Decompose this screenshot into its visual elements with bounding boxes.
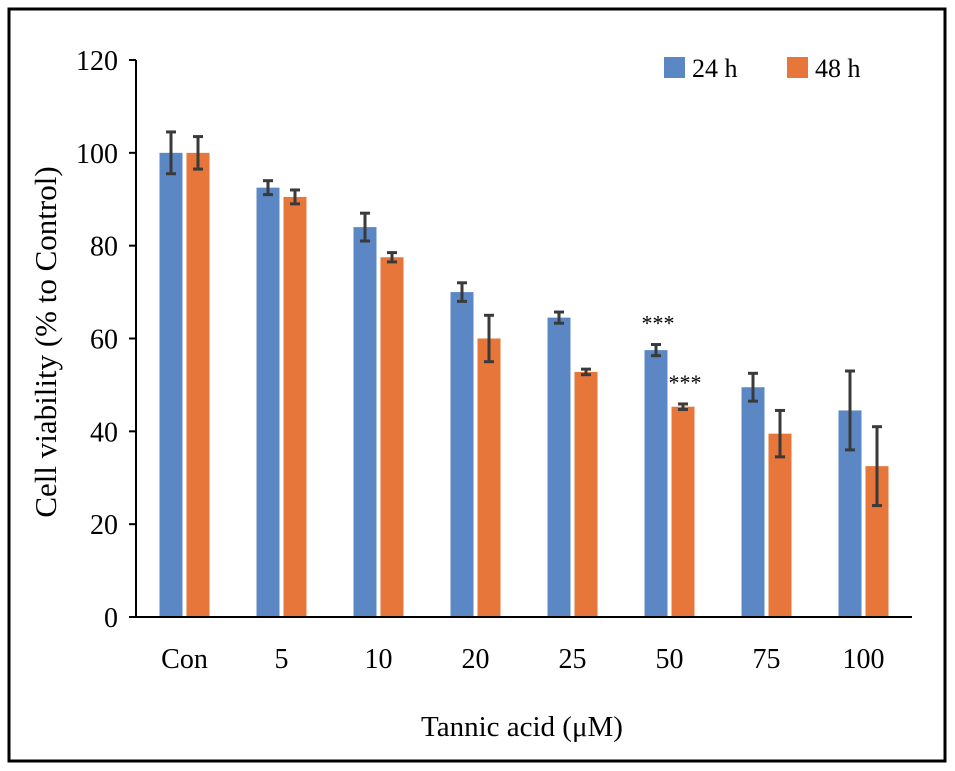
legend-swatch-48h — [787, 57, 808, 78]
bar-48h-5 — [283, 196, 307, 617]
y-axis-title: Cell viability (% to Control) — [28, 166, 63, 517]
bar-24h-100 — [838, 410, 862, 617]
y-tick-label: 120 — [76, 46, 118, 77]
x-axis-title: Tannic acid (μM) — [421, 711, 623, 743]
legend-label-24h: 24 h — [692, 54, 738, 83]
bar-24h-25 — [547, 317, 571, 617]
y-ticks: 0 20 40 60 80 100 120 — [76, 46, 136, 634]
bars-layer — [159, 152, 889, 618]
x-ticks: Con 5 10 20 25 50 75 100 — [161, 644, 884, 675]
bar-48h-20 — [477, 338, 501, 617]
x-tick-label: Con — [161, 644, 208, 675]
bar-24h-5 — [256, 187, 280, 618]
legend-swatch-24h — [664, 57, 685, 78]
bar-48h-25 — [574, 371, 598, 617]
significance-marker: *** — [642, 311, 675, 336]
error-bars-layer — [166, 130, 882, 508]
bar-24h-20 — [450, 292, 474, 617]
bar-24h-50 — [644, 350, 668, 617]
bar-24h-75 — [741, 387, 765, 617]
x-tick-label: 10 — [365, 644, 393, 675]
y-tick-label: 0 — [104, 603, 118, 634]
bar-48h-100 — [865, 466, 889, 617]
x-tick-label: 20 — [462, 644, 490, 675]
x-tick-label: 5 — [275, 644, 289, 675]
y-tick-label: 80 — [90, 232, 118, 263]
legend-label-48h: 48 h — [815, 54, 861, 83]
annotations: *** *** — [642, 311, 702, 395]
bar-48h-10 — [380, 257, 404, 617]
y-tick-label: 60 — [90, 325, 118, 356]
x-tick-label: 25 — [559, 644, 587, 675]
x-tick-label: 75 — [753, 644, 781, 675]
x-tick-label: 100 — [843, 644, 885, 675]
y-tick-label: 20 — [90, 510, 118, 541]
bar-48h-50 — [671, 406, 695, 617]
bar-48h-con — [186, 152, 210, 618]
bar-24h-con — [159, 152, 183, 618]
y-tick-label: 100 — [76, 139, 118, 170]
legend: 24 h 48 h — [664, 54, 861, 83]
bar-24h-10 — [353, 227, 377, 617]
x-tick-label: 50 — [656, 644, 684, 675]
significance-marker: *** — [669, 370, 702, 395]
y-tick-label: 40 — [90, 417, 118, 448]
bar-48h-75 — [768, 433, 792, 617]
